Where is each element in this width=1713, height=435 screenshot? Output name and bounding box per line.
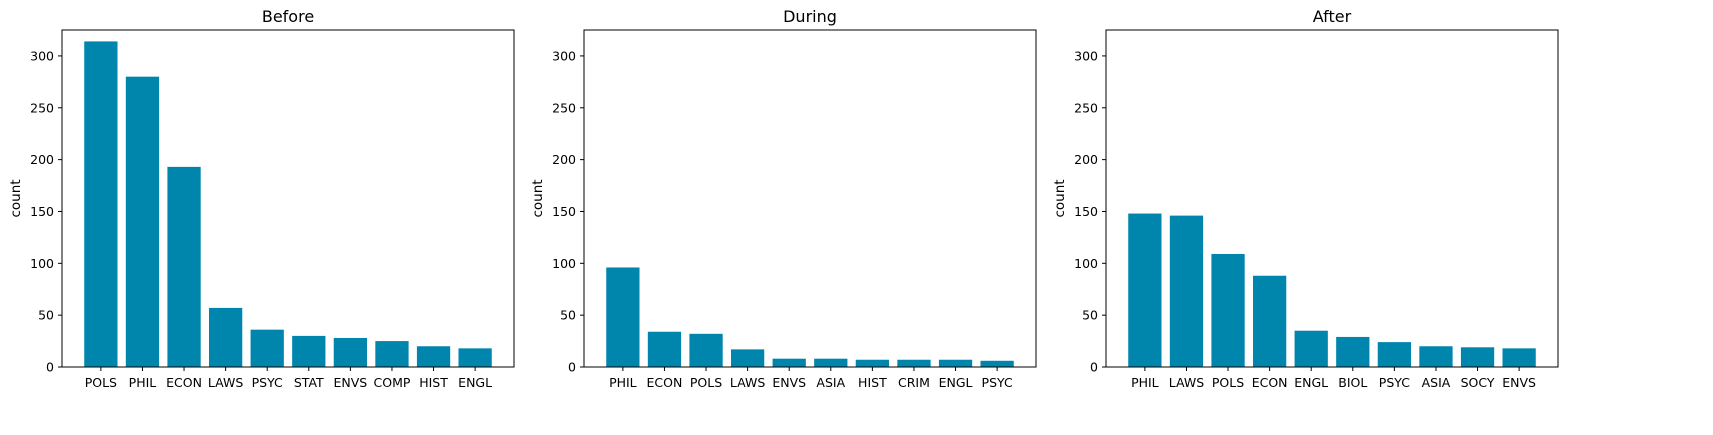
bar-envs [1502, 348, 1536, 367]
y-tick-label: 200 [1074, 152, 1098, 167]
x-tick-label: SOCY [1461, 375, 1495, 390]
y-axis-label: count [8, 179, 24, 217]
x-tick-label: ECON [1252, 375, 1288, 390]
bar-hist [855, 359, 890, 367]
y-tick-label: 250 [552, 100, 576, 115]
plot-frame [61, 29, 515, 368]
bar-envs [333, 337, 368, 367]
bar-laws [730, 349, 765, 367]
x-tick-label: ENGL [458, 375, 492, 390]
bar-psyc [980, 360, 1014, 367]
x-tick-label: HIST [419, 375, 448, 390]
bar-engl [1294, 330, 1328, 367]
bar-crim [897, 359, 931, 367]
x-tick-label: POLS [690, 375, 722, 390]
y-axis-label: count [530, 179, 546, 217]
bar-pols [689, 333, 723, 367]
x-tick-label: ENVS [772, 375, 806, 390]
x-tick-label: COMP [374, 375, 411, 390]
x-tick-label: ENVS [1502, 375, 1536, 390]
y-tick-label: 300 [552, 48, 576, 63]
x-tick-label: POLS [85, 375, 117, 390]
chart-panel-3: PHIL LAWS POLS ECON ENGL BIOL PSYC ASIA SOCY ENVS… [1052, 7, 1559, 390]
y-axis-label: count [1052, 179, 1068, 217]
bar-econ [647, 331, 682, 367]
x-tick-label: BIOL [1338, 375, 1367, 390]
x-tick-label: ASIA [816, 375, 845, 390]
x-tick-label: ENGL [1294, 375, 1328, 390]
x-tick-label: ENVS [334, 375, 368, 390]
y-tick-label: 100 [1074, 256, 1098, 271]
y-tick-label: 200 [30, 152, 54, 167]
bar-stat [292, 335, 326, 367]
bar-envs [772, 358, 806, 367]
x-tick-label: PHIL [1131, 375, 1159, 390]
y-tick-label: 0 [46, 360, 54, 375]
plot-frame [1105, 29, 1559, 368]
y-tick-label: 150 [30, 204, 54, 219]
x-tick-label: ENGL [939, 375, 973, 390]
y-tick-label: 100 [552, 256, 576, 271]
bar-laws [208, 307, 243, 367]
y-tick-label: 300 [30, 48, 54, 63]
y-tick-label: 250 [1074, 100, 1098, 115]
x-tick-label: LAWS [1169, 375, 1204, 390]
y-tick-label: 150 [552, 204, 576, 219]
y-tick-label: 250 [30, 100, 54, 115]
x-tick-label: POLS [1212, 375, 1244, 390]
bar-pols [84, 41, 118, 367]
x-tick-label: PSYC [252, 375, 283, 390]
bar-pols [1211, 253, 1245, 367]
bar-phil [1128, 213, 1162, 367]
bar-engl [458, 348, 492, 367]
x-tick-label: LAWS [208, 375, 243, 390]
x-tick-label: PHIL [129, 375, 157, 390]
y-tick-label: 50 [1082, 308, 1098, 323]
bar-phil [606, 267, 640, 367]
x-tick-label: ECON [166, 375, 202, 390]
x-tick-label: PSYC [1379, 375, 1410, 390]
panel-title: After [1313, 7, 1352, 26]
bar-socy [1460, 347, 1495, 367]
bar-psyc [250, 329, 284, 367]
y-tick-label: 0 [568, 360, 576, 375]
panel-title: Before [262, 7, 314, 26]
y-tick-label: 200 [552, 152, 576, 167]
y-tick-label: 50 [560, 308, 576, 323]
bar-engl [938, 359, 973, 367]
y-tick-label: 50 [38, 308, 54, 323]
bar-psyc [1377, 342, 1412, 367]
bar-asia [814, 358, 848, 367]
bar-phil [125, 76, 160, 367]
bar-hist [416, 346, 451, 367]
x-tick-label: PSYC [982, 375, 1013, 390]
bar-laws [1169, 215, 1204, 367]
x-tick-label: ECON [647, 375, 683, 390]
x-tick-label: HIST [858, 375, 887, 390]
y-tick-label: 150 [1074, 204, 1098, 219]
bar-econ [1252, 275, 1287, 367]
bar-econ [167, 166, 201, 367]
x-tick-label: LAWS [730, 375, 765, 390]
bar-biol [1336, 336, 1370, 367]
panel-title: During [783, 7, 837, 26]
x-tick-label: ASIA [1422, 375, 1451, 390]
bar-comp [375, 341, 409, 367]
x-tick-label: STAT [294, 375, 324, 390]
chart-panel-2: PHIL ECON POLS LAWS ENVS ASIA HIST CRIM ENGL PSYC… [530, 7, 1037, 390]
x-tick-label: PHIL [609, 375, 637, 390]
y-tick-label: 0 [1090, 360, 1098, 375]
y-tick-label: 100 [30, 256, 54, 271]
chart-panel-1: POLS PHIL ECON LAWS PSYC STAT ENVS COMP HIST ENGL… [8, 7, 515, 390]
x-tick-label: CRIM [898, 375, 930, 390]
y-tick-label: 300 [1074, 48, 1098, 63]
bar-asia [1419, 346, 1453, 367]
plot-frame [583, 29, 1037, 368]
